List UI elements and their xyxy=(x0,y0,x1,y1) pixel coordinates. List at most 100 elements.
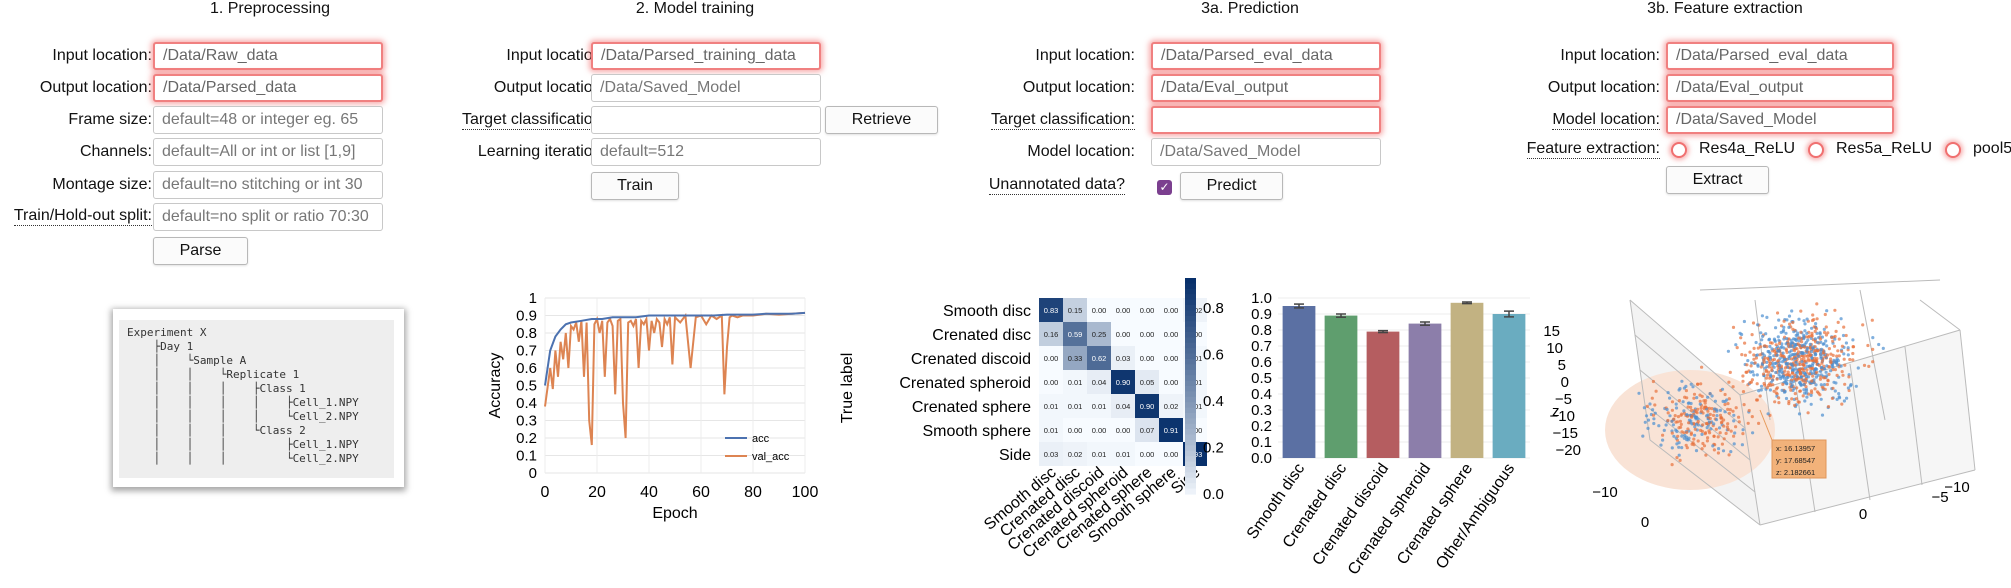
scatter-point xyxy=(1794,378,1798,382)
scatter-point xyxy=(1829,369,1833,373)
scatter-point xyxy=(1754,340,1758,345)
y-tick-label: −5 xyxy=(1931,489,1948,506)
pre-output-field[interactable]: /Data/Parsed_data xyxy=(153,74,383,102)
scatter-point xyxy=(1824,339,1828,343)
scatter-point xyxy=(1785,376,1789,380)
scatter-point xyxy=(1677,399,1681,403)
pred-output-field[interactable]: /Data/Eval_output xyxy=(1151,74,1381,102)
bar xyxy=(1492,314,1526,458)
heatmap-cell xyxy=(1063,442,1087,466)
scatter-point xyxy=(1727,380,1731,384)
z-tick-label: −20 xyxy=(1556,442,1581,459)
pred-model-field[interactable]: /Data/Saved_Model xyxy=(1151,138,1381,166)
y-tick-label: 0 xyxy=(1859,506,1867,523)
cell-value: 0.00 xyxy=(1164,378,1179,387)
scatter-point xyxy=(1810,379,1814,383)
train-button[interactable]: Train xyxy=(591,172,679,200)
scatter-point xyxy=(1749,380,1753,384)
scatter-point xyxy=(1813,367,1818,371)
pre-input-field[interactable]: /Data/Raw_data xyxy=(153,42,383,70)
scatter-point xyxy=(1774,370,1778,375)
extract-button[interactable]: Extract xyxy=(1666,166,1769,194)
retrieve-button[interactable]: Retrieve xyxy=(825,106,938,134)
feat-output-field[interactable]: /Data/Eval_output xyxy=(1666,74,1894,102)
frame-size-field[interactable]: default=48 or integer eg. 65 xyxy=(153,106,383,134)
channels-field[interactable]: default=All or int or list [1,9] xyxy=(153,138,383,166)
z-axis-label: z xyxy=(1552,403,1560,420)
scatter-point xyxy=(1871,360,1875,364)
pred-input-field[interactable]: /Data/Parsed_eval_data xyxy=(1151,42,1381,70)
scatter-point xyxy=(1746,421,1750,425)
train-target-field[interactable] xyxy=(591,106,821,134)
split-field[interactable]: default=no split or ratio 70:30 xyxy=(153,203,383,231)
scatter-point xyxy=(1731,325,1736,329)
scatter-point xyxy=(1806,338,1810,342)
feat-input-field[interactable]: /Data/Parsed_eval_data xyxy=(1666,42,1894,70)
scatter-point xyxy=(1741,374,1745,378)
scatter-point xyxy=(1700,432,1704,436)
parse-button[interactable]: Parse xyxy=(153,237,248,265)
scatter-point xyxy=(1799,383,1803,387)
y-tick-label: 0.8 xyxy=(516,325,537,342)
scatter-point xyxy=(1644,414,1649,418)
scatter-point xyxy=(1803,372,1807,376)
radio-pool5-label: pool5 xyxy=(1973,140,2011,157)
colorbar-tick-label: 0.0 xyxy=(1203,486,1224,503)
scatter-point xyxy=(1746,359,1750,363)
scatter-point xyxy=(1728,408,1732,412)
scatter-point xyxy=(1787,356,1791,361)
scatter-point xyxy=(1689,432,1693,436)
training-panel: 2. Model training Input location: /Data/… xyxy=(420,0,960,260)
cell-value: 0.04 xyxy=(1116,402,1131,411)
heatmap-cell xyxy=(1111,322,1135,346)
y-tick-label: 0.6 xyxy=(516,360,537,377)
train-output-field[interactable]: /Data/Saved_Model xyxy=(591,74,821,102)
heatmap-cell xyxy=(1111,394,1135,418)
heatmap-cell xyxy=(1135,298,1159,322)
scatter-point xyxy=(1743,341,1747,345)
scatter-point xyxy=(1826,353,1830,357)
scatter-point xyxy=(1804,385,1808,389)
scatter-point xyxy=(1785,350,1789,354)
colorbar-segment xyxy=(1185,359,1196,365)
heatmap-cell xyxy=(1063,394,1087,418)
series-line-val_acc xyxy=(544,311,806,446)
scatter-point xyxy=(1678,458,1682,462)
scatter-point xyxy=(1720,442,1724,446)
unannotated-checkbox[interactable]: ✓ xyxy=(1157,180,1172,195)
iteration-field[interactable]: default=512 xyxy=(591,138,821,166)
scatter-point xyxy=(1748,350,1752,354)
scatter-point xyxy=(1788,373,1792,377)
scatter-point xyxy=(1768,388,1772,392)
scatter-point xyxy=(1819,383,1823,387)
scatter-point xyxy=(1785,318,1789,322)
scatter-point xyxy=(1815,357,1819,361)
training-title: 2. Model training xyxy=(635,0,755,17)
heatmap-cell xyxy=(1111,418,1135,442)
pred-target-field[interactable] xyxy=(1151,106,1381,134)
scatter-point xyxy=(1796,350,1801,354)
scatter-point xyxy=(1642,406,1646,410)
radio-res4a[interactable] xyxy=(1671,142,1687,158)
scatter-point xyxy=(1802,368,1806,373)
feat-model-field[interactable]: /Data/Saved_Model xyxy=(1666,106,1894,134)
scatter-point xyxy=(1841,333,1846,338)
train-input-field[interactable]: /Data/Parsed_training_data xyxy=(591,42,821,70)
montage-field[interactable]: default=no stitching or int 30 xyxy=(153,171,383,199)
scatter-point xyxy=(1707,406,1711,410)
tree-line: │ └Sample A xyxy=(127,354,247,367)
radio-res5a[interactable] xyxy=(1808,142,1824,158)
scatter-point xyxy=(1819,340,1823,344)
scatter-point xyxy=(1851,338,1855,342)
y-tick-label: −10 xyxy=(1944,479,1969,496)
scatter-point xyxy=(1796,400,1800,404)
scatter-point xyxy=(1704,405,1708,409)
colorbar-segment xyxy=(1185,467,1196,473)
predict-button[interactable]: Predict xyxy=(1180,172,1283,200)
iteration-label: Learning iteration: xyxy=(477,143,606,160)
heatmap-cell xyxy=(1087,346,1111,370)
scatter-point xyxy=(1651,413,1656,417)
radio-pool5[interactable] xyxy=(1945,142,1961,158)
cell-value: 0.02 xyxy=(1068,450,1083,459)
